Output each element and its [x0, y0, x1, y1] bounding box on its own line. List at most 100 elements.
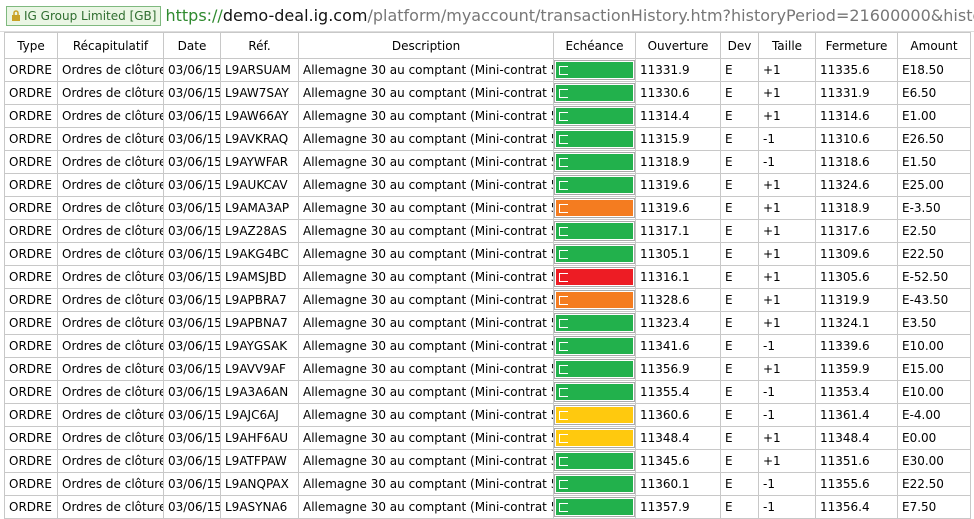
column-header: Type	[4, 32, 58, 59]
table-cell: L9AYWFAR	[220, 150, 299, 174]
echeance-cell	[553, 173, 636, 197]
table-cell: L9AJC6AJ	[220, 403, 299, 427]
table-row: ORDRE Ordres de clôture 03/06/15 L9AW7SAY Al…	[4, 81, 971, 105]
table-cell: 11305.1	[635, 242, 721, 266]
table-cell: L9AMSJBD	[220, 265, 299, 289]
table-cell: L9AHF6AU	[220, 426, 299, 450]
table-cell: ORDRE	[4, 449, 58, 473]
table-cell: +1	[758, 357, 816, 381]
table-cell: 11357.9	[635, 495, 721, 519]
url-host: demo-deal.ig.com	[222, 6, 368, 25]
table-cell: ORDRE	[4, 495, 58, 519]
table-cell: E18.50	[897, 58, 971, 82]
echeance-cell	[553, 81, 636, 105]
table-cell: ORDRE	[4, 403, 58, 427]
table-cell: 03/06/15	[163, 472, 221, 496]
table-cell: L9AVV9AF	[220, 357, 299, 381]
table-cell: Allemagne 30 au comptant (Mini-contrat 5…	[298, 495, 554, 519]
table-cell: E-43.50	[897, 288, 971, 312]
column-header: Ouverture	[635, 32, 721, 59]
table-cell: 03/06/15	[163, 81, 221, 105]
echeance-bar	[554, 198, 635, 218]
table-cell: E25.00	[897, 173, 971, 197]
table-cell: L9AVKRAQ	[220, 127, 299, 151]
table-cell: Allemagne 30 au comptant (Mini-contrat 5…	[298, 127, 554, 151]
table-cell: 11361.4	[815, 403, 898, 427]
echeance-cell	[553, 150, 636, 174]
url[interactable]: https://demo-deal.ig.com/platform/myacco…	[165, 6, 974, 25]
table-cell: Allemagne 30 au comptant (Mini-contrat 5…	[298, 403, 554, 427]
table-cell: E7.50	[897, 495, 971, 519]
table-cell: Ordres de clôture	[57, 173, 164, 197]
table-cell: E1.00	[897, 104, 971, 128]
table-cell: 11331.9	[635, 58, 721, 82]
table-cell: E10.00	[897, 334, 971, 358]
echeance-cell	[553, 58, 636, 82]
lock-icon	[12, 9, 20, 21]
table-cell: 03/06/15	[163, 288, 221, 312]
echeance-bar	[554, 382, 635, 402]
page: IG Group Limited [GB] https://demo-deal.…	[0, 5, 974, 519]
table-cell: 03/06/15	[163, 150, 221, 174]
table-cell: -1	[758, 472, 816, 496]
table-cell: -1	[758, 380, 816, 404]
table-cell: 11317.6	[815, 219, 898, 243]
table-cell: Allemagne 30 au comptant (Mini-contrat 5…	[298, 265, 554, 289]
table-cell: Ordres de clôture	[57, 150, 164, 174]
table-cell: Allemagne 30 au comptant (Mini-contrat 5…	[298, 380, 554, 404]
table-cell: E22.50	[897, 472, 971, 496]
table-cell: 11323.4	[635, 311, 721, 335]
table-cell: 03/06/15	[163, 265, 221, 289]
table-cell: E	[720, 219, 759, 243]
table-cell: -1	[758, 495, 816, 519]
column-header: Dev	[720, 32, 759, 59]
table-cell: E2.50	[897, 219, 971, 243]
table-cell: -1	[758, 127, 816, 151]
table-cell: +1	[758, 449, 816, 473]
table-cell: 11315.9	[635, 127, 721, 151]
table-cell: ORDRE	[4, 265, 58, 289]
table-cell: 11335.6	[815, 58, 898, 82]
url-scheme: https://	[165, 6, 223, 25]
table-cell: 03/06/15	[163, 173, 221, 197]
table-cell: E22.50	[897, 242, 971, 266]
site-identity-text: IG Group Limited [GB]	[24, 8, 157, 23]
table-cell: L9ANQPAX	[220, 472, 299, 496]
table-cell: 11360.6	[635, 403, 721, 427]
table-cell: 11356.9	[635, 357, 721, 381]
table-cell: E-4.00	[897, 403, 971, 427]
column-header: Réf.	[220, 32, 299, 59]
echeance-bar	[554, 83, 635, 103]
echeance-cell	[553, 380, 636, 404]
table-cell: E	[720, 426, 759, 450]
table-cell: ORDRE	[4, 472, 58, 496]
echeance-bar	[554, 106, 635, 126]
table-cell: -1	[758, 150, 816, 174]
table-cell: 03/06/15	[163, 219, 221, 243]
table-cell: 11356.4	[815, 495, 898, 519]
table-cell: ORDRE	[4, 104, 58, 128]
header-row: Type Récapitulatif Date Réf. Description Eché…	[4, 32, 971, 59]
table-cell: Ordres de clôture	[57, 380, 164, 404]
table-cell: Allemagne 30 au comptant (Mini-contrat 5…	[298, 219, 554, 243]
table-cell: -1	[758, 403, 816, 427]
table-cell: 03/06/15	[163, 403, 221, 427]
table-cell: Ordres de clôture	[57, 495, 164, 519]
echeance-cell	[553, 219, 636, 243]
table-cell: L9APBRA7	[220, 288, 299, 312]
echeance-bar	[554, 175, 635, 195]
site-identity[interactable]: IG Group Limited [GB]	[6, 5, 162, 26]
table-cell: E10.00	[897, 380, 971, 404]
table-cell: 11355.6	[815, 472, 898, 496]
table-cell: Ordres de clôture	[57, 288, 164, 312]
column-header: Taille	[758, 32, 816, 59]
table-cell: Ordres de clôture	[57, 104, 164, 128]
table-cell: 11316.1	[635, 265, 721, 289]
table-cell: E	[720, 288, 759, 312]
table-cell: 11314.6	[815, 104, 898, 128]
echeance-bar	[554, 221, 635, 241]
table-cell: 11341.6	[635, 334, 721, 358]
echeance-cell	[553, 449, 636, 473]
table-cell: ORDRE	[4, 150, 58, 174]
table-cell: E	[720, 403, 759, 427]
